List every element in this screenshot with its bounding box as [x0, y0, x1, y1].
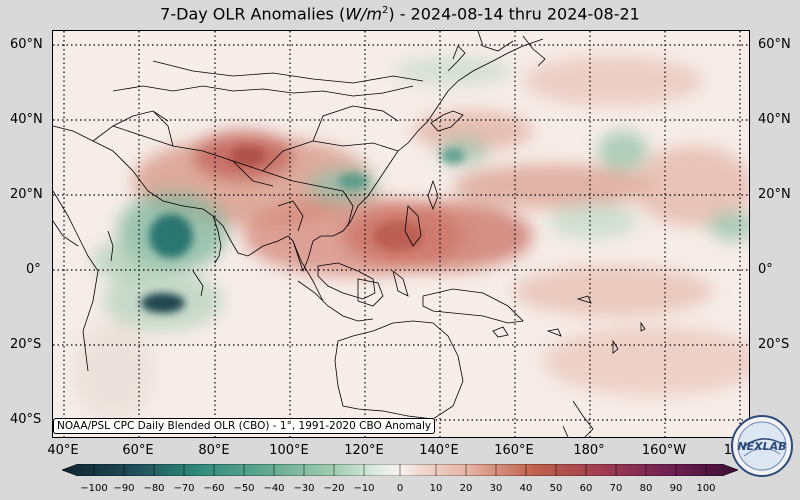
- colorbar: [62, 464, 738, 476]
- colorbar-tick-label: 80: [639, 483, 653, 494]
- colorbar-tick-label: −20: [323, 483, 345, 494]
- map-canvas: [53, 31, 749, 437]
- lat-label-left-60n: 60°N: [10, 37, 43, 52]
- lat-label-right-20n: 20°N: [758, 187, 791, 202]
- colorbar-tick-label: −100: [80, 483, 108, 494]
- colorbar-tick-label: 60: [579, 483, 593, 494]
- lat-label-left-20s: 20°S: [10, 337, 42, 352]
- lat-label-right-equator: 0°: [758, 262, 773, 277]
- colorbar-tick-label: 50: [549, 483, 563, 494]
- colorbar-tick-label: 30: [489, 483, 503, 494]
- colorbar-tick-label: −10: [353, 483, 375, 494]
- colorbar-tick-label: 0: [396, 483, 404, 494]
- lon-label-80e: 80°E: [198, 443, 230, 458]
- colorbar-tick-label: −50: [233, 483, 255, 494]
- colorbar-tick-label: 10: [429, 483, 443, 494]
- lon-label-160w: 160°W: [641, 443, 687, 458]
- lat-label-left-40n: 40°N: [10, 112, 43, 127]
- lat-label-right-60n: 60°N: [758, 37, 791, 52]
- lat-label-left-20n: 20°N: [10, 187, 43, 202]
- colorbar-tick-label: −90: [113, 483, 135, 494]
- nexlab-logo-icon: NEXLAB: [731, 415, 793, 477]
- colorbar-tick-label: 100: [696, 483, 716, 494]
- lat-label-right-40n: 40°N: [758, 112, 791, 127]
- lon-label-60e: 60°E: [122, 443, 154, 458]
- lat-label-left-40s: 40°S: [10, 412, 42, 427]
- colorbar-tick-label: 40: [519, 483, 533, 494]
- colorbar-tick-label: −60: [203, 483, 225, 494]
- graticule: [53, 31, 749, 437]
- lon-label-160e: 160°E: [494, 443, 534, 458]
- colorbar-tick-label: 90: [669, 483, 683, 494]
- olr-anomaly-map: [52, 30, 750, 438]
- title-unit-exponent: 2: [381, 5, 389, 16]
- colorbar-tick-label: 70: [609, 483, 623, 494]
- title-unit: W/m: [345, 4, 382, 24]
- strong-anomalies: [141, 146, 465, 313]
- colorbar-tick-label: 20: [459, 483, 473, 494]
- logo-text: NEXLAB: [737, 440, 786, 453]
- title-prefix: 7-Day OLR Anomalies (: [160, 4, 346, 24]
- colorbar-tick-label: −80: [143, 483, 165, 494]
- lon-label-100e: 100°E: [269, 443, 309, 458]
- lon-label-40e: 40°E: [47, 443, 79, 458]
- lat-label-left-equator: 0°: [26, 262, 41, 277]
- colorbar-tick-label: −40: [263, 483, 285, 494]
- data-source-credit: NOAA/PSL CPC Daily Blended OLR (CBO) - 1…: [53, 418, 436, 434]
- map-title: 7-Day OLR Anomalies (W/m2) - 2024-08-14 …: [0, 0, 800, 25]
- lon-label-140e: 140°E: [419, 443, 459, 458]
- colorbar-ticks: [93, 464, 707, 476]
- colorbar-tick-label: −30: [293, 483, 315, 494]
- lon-label-120e: 120°E: [344, 443, 384, 458]
- lat-label-right-20s: 20°S: [758, 337, 790, 352]
- colorbar-tick-label: −70: [173, 483, 195, 494]
- lon-label-180: 180°: [573, 443, 605, 458]
- title-suffix: ) - 2024-08-14 thru 2024-08-21: [388, 4, 640, 24]
